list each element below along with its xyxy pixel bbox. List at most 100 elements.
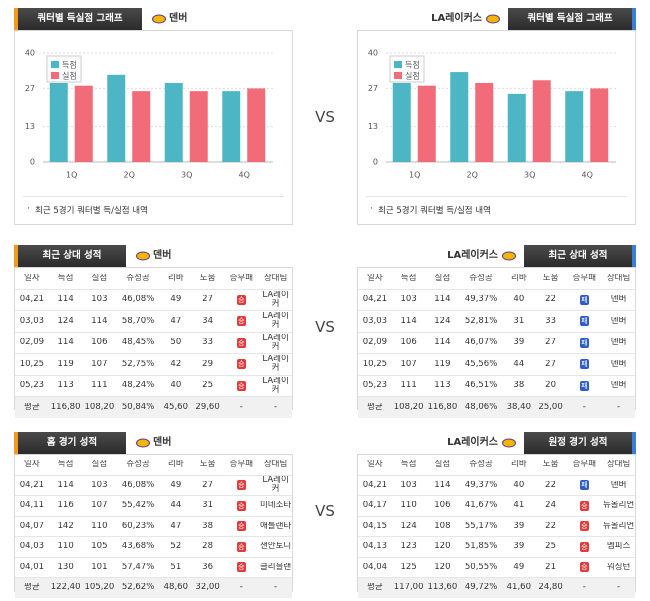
column-header: 일자 bbox=[367, 273, 383, 283]
table-row: 04,04 125 120 50,55% 49 21 승 워싱턴 bbox=[358, 558, 635, 578]
bar bbox=[565, 91, 584, 162]
average-cell: - bbox=[582, 402, 586, 412]
content-box: 일자 득점 실점 슈성공 리바 도움 승무패 상대팀 04,21 114 103 46,08% 49 27… bbox=[14, 267, 293, 418]
bar bbox=[532, 80, 551, 162]
table-cell: 114 bbox=[57, 480, 74, 490]
content-box: 일자 득점 실점 슈성공 리바 도움 승무패 상대팀 04,21 103 114 49,37% 40 22… bbox=[357, 454, 636, 598]
table-cell: 116 bbox=[57, 501, 74, 511]
table-cell: 뉴올리언 bbox=[602, 501, 635, 511]
stats-table: 일자 득점 실점 슈성공 리바 도움 승무패 상대팀 04,21 114 103 46,08% 49 27… bbox=[15, 455, 292, 598]
table-row: 04,01 130 101 57,47% 51 36 승 클리블랜 bbox=[15, 558, 292, 578]
column-header: 상대팀 bbox=[606, 460, 631, 470]
bar bbox=[107, 74, 126, 162]
team-name: 덴버 bbox=[153, 250, 172, 261]
table-cell: 04,17 bbox=[362, 501, 388, 511]
content-box: 일자 득점 실점 슈성공 리바 도움 승무패 상대팀 04,21 114 103 46,08% 49 27… bbox=[14, 454, 293, 598]
logo-shape bbox=[502, 251, 516, 261]
table-cell: 114 bbox=[434, 480, 451, 490]
average-row: 평균 122,40 105,20 52,62% 48,60 32,00 - - bbox=[15, 578, 292, 598]
result-cell: 승 bbox=[223, 500, 259, 511]
table-cell: 샌안토니 bbox=[259, 542, 292, 552]
result-icon: 승 bbox=[236, 500, 246, 511]
table-cell: 52,81% bbox=[464, 316, 498, 326]
table-cell: 29 bbox=[202, 359, 213, 369]
table-row: 10,25 107 119 45,56% 44 27 패 덴버 bbox=[358, 354, 635, 376]
result-cell: 패 bbox=[566, 294, 602, 305]
table-cell: 108 bbox=[434, 521, 451, 531]
table-row: 04,21 114 103 46,08% 49 27 승 LA레이커 bbox=[15, 290, 292, 311]
result-icon: 승 bbox=[236, 316, 246, 327]
table-cell: 03,03 bbox=[362, 316, 388, 326]
result-icon: 승 bbox=[236, 337, 246, 348]
result-icon: 패 bbox=[579, 480, 589, 491]
table-cell: 55,42% bbox=[121, 501, 155, 511]
section-tab: 최근 상대 성적 bbox=[14, 245, 126, 267]
table-cell: 05,23 bbox=[19, 381, 45, 391]
table-cell: 27 bbox=[545, 359, 556, 369]
column-header: 도움 bbox=[542, 273, 559, 283]
table-cell: 48,45% bbox=[121, 338, 155, 348]
table-cell: 22 bbox=[545, 521, 556, 531]
table-cell: 05,23 bbox=[362, 381, 388, 391]
result-icon: 승 bbox=[579, 500, 589, 511]
table-row: 04,03 110 105 43,68% 52 28 승 샌안토니 bbox=[15, 537, 292, 558]
vs-label: VS bbox=[315, 502, 335, 520]
table-cell: 49 bbox=[170, 480, 182, 490]
bar bbox=[507, 93, 526, 162]
column-header: 슈성공 bbox=[126, 273, 150, 283]
bullet: · bbox=[370, 204, 373, 214]
table-header: 일자 득점 실점 슈성공 리바 도움 승무패 상대팀 bbox=[15, 455, 292, 476]
table-cell: 24 bbox=[545, 501, 556, 511]
table-cell: 34 bbox=[202, 316, 213, 326]
table-cell: 27 bbox=[202, 480, 213, 490]
table-cell: 10,25 bbox=[19, 359, 45, 369]
team-name: 덴버 bbox=[169, 13, 188, 24]
result-cell: 승 bbox=[223, 294, 259, 305]
x-tick-label: 1Q bbox=[66, 171, 77, 180]
average-cell: - bbox=[274, 402, 278, 412]
table-cell: 04,15 bbox=[362, 521, 388, 531]
stats-table: 일자 득점 실점 슈성공 리바 도움 승무패 상대팀 04,21 103 114 49,37% 40 22… bbox=[358, 455, 635, 598]
table-cell: 27 bbox=[545, 338, 556, 348]
table-cell: 60,23% bbox=[121, 521, 155, 531]
table-cell: 106 bbox=[434, 501, 451, 511]
table-cell: 덴버 bbox=[610, 338, 627, 348]
table-cell: 110 bbox=[91, 521, 108, 531]
table-cell: LA레이커 bbox=[262, 476, 289, 495]
y-tick-label: 27 bbox=[368, 84, 378, 93]
column-header: 상대팀 bbox=[606, 273, 631, 283]
table-cell: 47 bbox=[170, 521, 182, 531]
average-cell: 116,80 bbox=[427, 402, 458, 412]
table-cell: 덴버 bbox=[610, 480, 627, 490]
table-cell: 04,21 bbox=[362, 295, 388, 305]
table-row: 10,25 119 107 52,75% 42 29 승 LA레이커 bbox=[15, 354, 292, 376]
team-logo bbox=[502, 251, 516, 261]
column-header: 일자 bbox=[24, 460, 40, 470]
table-cell: 124 bbox=[400, 521, 417, 531]
table-cell: 106 bbox=[91, 338, 108, 348]
table-cell: 105 bbox=[91, 542, 108, 552]
table-cell: 142 bbox=[57, 521, 74, 531]
result-icon: 승 bbox=[579, 541, 589, 552]
average-cell: 48,06% bbox=[464, 402, 498, 412]
table-cell: 119 bbox=[57, 359, 74, 369]
table-cell: 40 bbox=[170, 381, 182, 391]
table-cell: 22 bbox=[545, 480, 556, 490]
bullet: · bbox=[27, 204, 30, 214]
result-cell: 승 bbox=[223, 337, 259, 348]
average-cell: 평균 bbox=[24, 402, 40, 412]
result-cell: 패 bbox=[566, 480, 602, 491]
average-cell: - bbox=[582, 583, 586, 593]
table-cell: 10,25 bbox=[362, 359, 388, 369]
result-icon: 승 bbox=[236, 562, 246, 573]
column-header: 리바 bbox=[168, 273, 184, 283]
average-cell: 38,40 bbox=[506, 402, 531, 412]
table-cell: 103 bbox=[91, 295, 108, 305]
table-cell: 클리블랜 bbox=[259, 562, 292, 572]
table-cell: LA레이커 bbox=[262, 290, 289, 309]
table-cell: 뉴올리언 bbox=[602, 521, 635, 531]
